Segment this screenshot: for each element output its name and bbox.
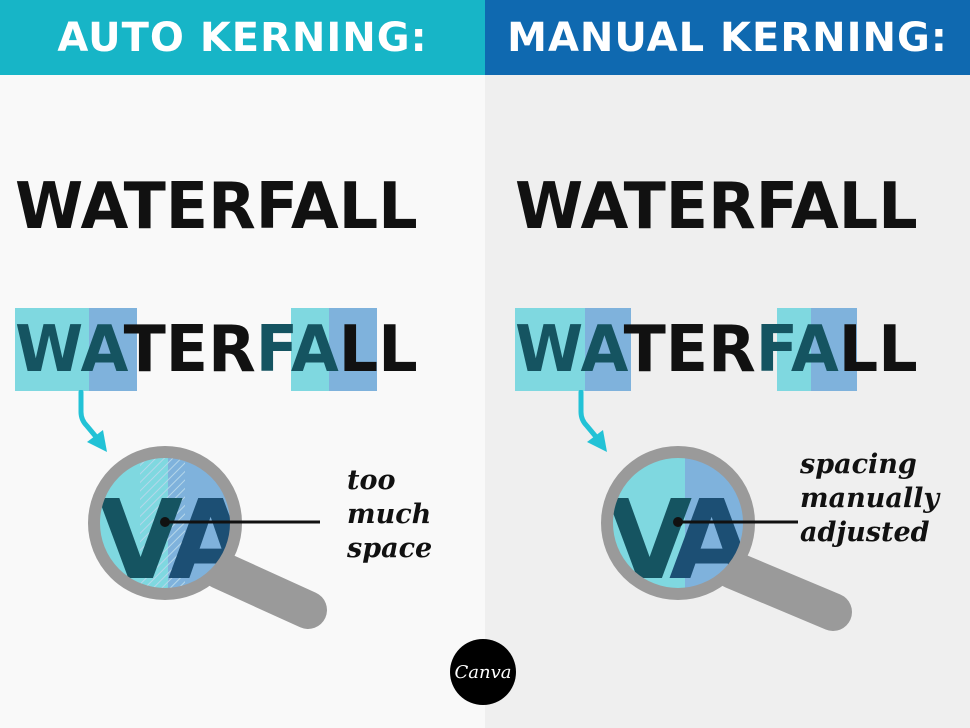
auto-kerning-title: AUTO KERNING: [57,14,428,61]
auto-note-line-1: too [347,465,396,496]
auto-end-letters: LL [338,313,418,387]
manual-f-highlight [777,308,811,391]
manual-middle-letters: TER [623,313,756,387]
auto-note: too much space [347,464,432,566]
manual-kerning-title: MANUAL KERNING: [507,14,948,61]
manual-kerning-header: MANUAL KERNING: [485,0,970,75]
manual-note-line-2: manually [800,483,940,514]
auto-arrow-icon [78,390,107,452]
manual-fa-a-highlight [811,308,857,391]
manual-a-highlight [585,308,631,391]
manual-kerning-panel: MANUAL KERNING: WATERFALL WATERFALL V A … [485,0,970,728]
manual-pair-wa: WA [515,313,624,387]
auto-magnifier-icon: V A [88,446,327,629]
auto-f-highlight [291,308,329,391]
auto-pair-wa: WA [15,313,124,387]
auto-note-line-2: much [347,499,432,530]
manual-note: spacing manually adjusted [800,448,939,550]
manual-magnifier-icon: V A [601,446,852,631]
manual-w-highlight [515,308,585,391]
auto-w-highlight [15,308,89,391]
auto-kerning-header: AUTO KERNING: [0,0,485,75]
manual-note-line-1: spacing [800,449,917,480]
manual-annotated-word: WATERFALL [515,315,955,385]
manual-end-letters: LL [838,313,918,387]
auto-plain-word: WATERFALL [15,170,418,244]
manual-arrow-icon [578,390,607,452]
auto-pair-fa: FA [255,313,339,387]
manual-plain-word: WATERFALL [515,170,918,244]
auto-fa-a-highlight [329,308,377,391]
auto-annotated-word: WATERFALL [15,315,455,385]
manual-pair-fa: FA [755,313,839,387]
auto-a-highlight [89,308,137,391]
canva-logo: Canva [450,639,516,705]
auto-kerning-panel: AUTO KERNING: WATERFALL WATERFALL V A [0,0,485,629]
auto-note-line-3: space [347,533,433,564]
canva-logo-text: Canva [454,661,512,683]
auto-middle-letters: TER [123,313,256,387]
manual-note-line-3: adjusted [800,517,930,548]
